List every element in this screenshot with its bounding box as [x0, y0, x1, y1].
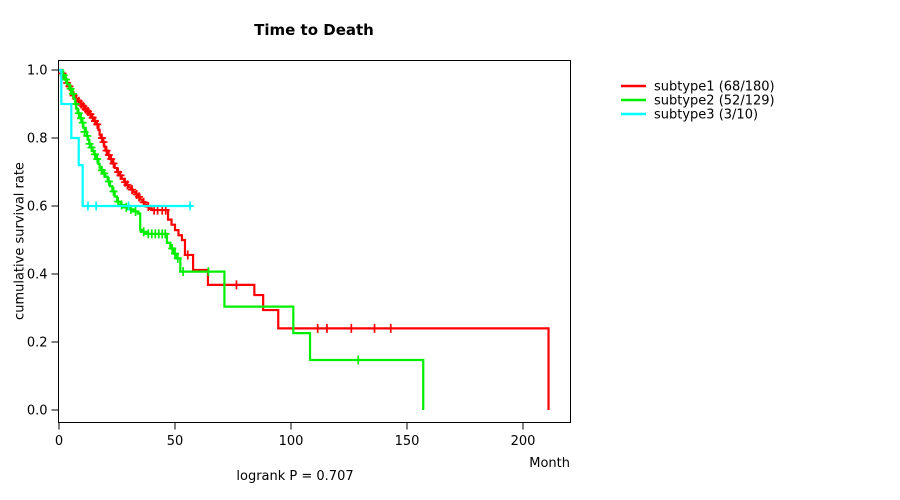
y-axis-tick-label: 0.6	[27, 200, 48, 215]
plot-box	[58, 60, 571, 423]
y-axis-tick-label: 0.0	[27, 404, 48, 419]
logrank-pvalue-text: logrank P = 0.707	[236, 469, 354, 484]
legend-label-2: subtype2 (52/129)	[654, 94, 775, 109]
survival-curve-2	[59, 68, 425, 410]
x-axis-unit-label: Month	[529, 456, 570, 471]
y-axis-tick-label: 0.4	[27, 268, 48, 283]
y-axis-tick-label: 1.0	[27, 64, 48, 79]
censor-marks-2	[59, 70, 363, 365]
survival-curve-1	[59, 68, 550, 410]
x-axis-tick-label: 150	[395, 434, 420, 449]
censor-marks-1	[58, 68, 395, 333]
x-axis-tick-label: 200	[511, 434, 536, 449]
x-axis-tick-label: 100	[279, 434, 304, 449]
legend-label-1: subtype1 (68/180)	[654, 80, 775, 95]
y-axis-label: cumulative survival rate	[12, 162, 28, 320]
legend-label-3: subtype3 (3/10)	[654, 108, 758, 123]
x-axis-tick-label: 0	[55, 434, 63, 449]
censor-marks-3	[84, 201, 195, 211]
survival-curve-3	[59, 68, 193, 208]
plot-title: Time to Death	[254, 21, 374, 39]
x-axis-tick-label: 50	[167, 434, 184, 449]
y-axis-tick-label: 0.2	[27, 336, 48, 351]
y-axis-tick-label: 0.8	[27, 132, 48, 147]
